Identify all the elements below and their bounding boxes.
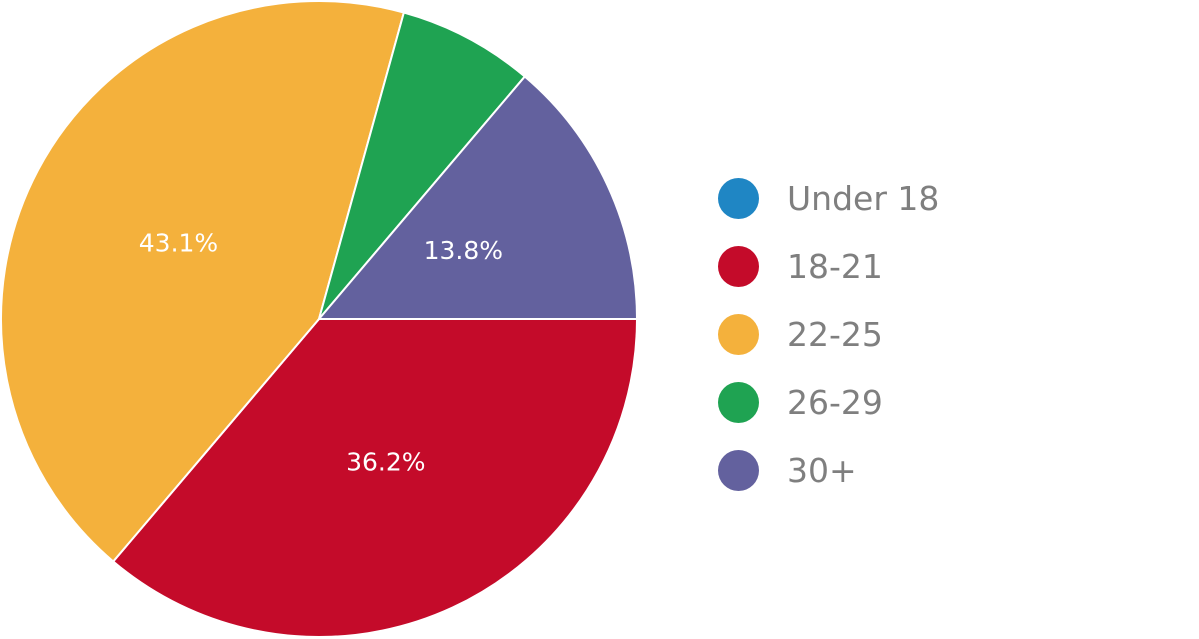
legend-item: 30+	[718, 436, 939, 504]
pie-slice-30-	[316, 75, 639, 320]
pie-slice-18-21	[111, 318, 639, 638]
legend-item: Under 18	[718, 164, 939, 232]
pie-slices	[0, 0, 639, 638]
legend-item: 18-21	[718, 232, 939, 300]
legend-item: 26-29	[718, 368, 939, 436]
legend-label: 30+	[787, 450, 857, 490]
legend-label: 22-25	[787, 314, 883, 354]
data-label-22-25: 43.1%	[139, 229, 218, 258]
legend-swatch	[718, 177, 759, 219]
legend-swatch	[718, 245, 759, 287]
legend-label: 18-21	[787, 246, 883, 286]
legend-swatch	[718, 313, 759, 355]
legend-label: Under 18	[787, 178, 940, 218]
legend-item: 22-25	[718, 300, 939, 368]
pie-slice-22-25	[0, 0, 406, 563]
data-label-30-: 13.8%	[424, 236, 503, 265]
legend-swatch	[718, 381, 759, 423]
legend: Under 18 18-21 22-25 26-29 30+	[718, 164, 939, 504]
data-label-18-21: 36.2%	[346, 447, 425, 476]
pie-chart: 36.2% 43.1% 13.8%	[0, 0, 639, 638]
pie-data-labels: 36.2% 43.1% 13.8%	[139, 229, 503, 477]
legend-swatch	[718, 449, 759, 491]
legend-label: 26-29	[787, 382, 883, 422]
pie-slice-26-29	[318, 11, 527, 320]
